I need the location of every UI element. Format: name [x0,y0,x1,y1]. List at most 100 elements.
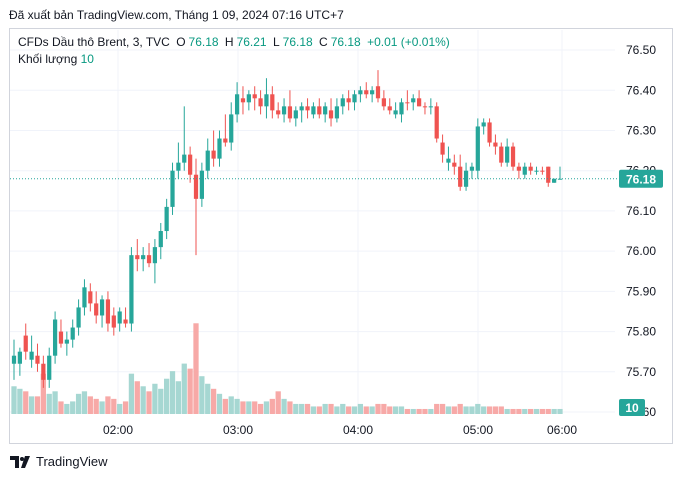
volume-bar [310,406,317,414]
candle-body [17,351,22,364]
candle-body [528,166,533,171]
volume-bar [293,403,299,414]
volume-bar [475,403,481,414]
candle-body [393,110,398,115]
volume-bar [328,403,334,414]
candle-body [129,255,134,324]
candle-body [270,94,275,111]
volume-bar [240,401,246,414]
candle-body [88,291,93,304]
candle-body [323,106,328,115]
candle-body [370,90,375,95]
candle-body [487,122,492,143]
candle-body [105,299,111,324]
candle-body [23,335,28,352]
volume-bar [369,406,375,414]
candle-body [141,255,146,260]
candle-body [364,90,369,95]
candle-body [217,138,222,159]
candle-body [94,303,99,316]
volume-bar [164,378,170,414]
candle-body [252,94,257,99]
candle-body [317,106,322,115]
candle-body [182,154,187,163]
candle-body [99,299,105,316]
close-value: 76.18 [330,35,361,49]
time-axis[interactable]: 02:00 03:00 04:00 05:00 06:00 [103,423,577,437]
volume-bar [387,406,393,414]
volume-bar [287,401,293,414]
candle-body [76,307,81,328]
tradingview-logo-icon [10,455,30,468]
volume-bar [64,403,70,414]
volume-bar [46,393,52,414]
candle-body [287,106,293,119]
volume-bar [105,396,111,414]
volume-bar [281,398,287,414]
volume-bar [28,396,35,414]
low-value: 76.18 [282,35,313,49]
volume-bar [11,386,17,414]
volume-bar [516,408,522,414]
last-price-badge [619,169,663,188]
candle-body [399,102,404,115]
price-tick-label: 76.10 [626,204,656,218]
candle-body [546,166,551,183]
candle-body [146,255,152,264]
candle-body [552,178,557,183]
candle-body [334,106,340,119]
candle-body [499,146,504,163]
candle-body [416,98,422,107]
last-price-label: 76.18 [626,173,656,187]
volume-bar [234,398,240,414]
price-axis[interactable]: 76.5076.4076.3076.2076.1076.0075.9075.80… [626,43,656,419]
candle-body [346,98,351,103]
volume-bar [75,393,82,414]
candle-body [475,126,480,171]
volume-bar [58,401,64,414]
volume-bar [422,408,428,414]
candle-body [29,351,34,360]
candle-body [299,106,304,111]
volume-bar [134,381,140,414]
volume-bar [87,396,93,414]
volume-bar [457,403,463,414]
candle-body [381,98,386,107]
last-volume-badge [619,399,645,416]
volume-bar [504,408,510,414]
candle-body [540,170,545,172]
published-caption: Đã xuất bản TradingView.com, Tháng 1 09,… [9,8,344,22]
candle-body [375,86,381,99]
candle-body [47,355,52,380]
volume-bar [346,406,352,414]
tradingview-logo[interactable]: TradingView [10,454,108,469]
volume-bar [428,408,434,414]
volume-bar [193,323,199,414]
volume-bar [252,401,258,414]
volume-bar [557,408,563,414]
candle-body [281,106,287,115]
volume-bar [398,406,405,414]
candle-body [58,331,64,344]
volume-bar [481,406,487,414]
candle-body [205,150,210,171]
price-tick-label: 75.80 [626,325,656,339]
candle-body [52,319,58,356]
volume-bar [275,391,281,414]
volume-bar [510,408,516,414]
candle-body [534,170,539,172]
candle-body [452,162,457,167]
volume-bar [404,408,410,414]
candle-body [446,158,451,163]
chart-legend: CFDs Dầu thô Brent, 3, TVC O 76.18 H 76.21… [18,35,453,49]
candle-body [158,231,163,248]
volume-bar [257,403,264,414]
volume-bar [99,401,105,414]
volume-bar [122,401,129,414]
candle-body [510,146,516,167]
candle-body [505,146,510,163]
candle-body [293,110,298,119]
candle-body [311,106,316,115]
candle-body [111,315,116,328]
